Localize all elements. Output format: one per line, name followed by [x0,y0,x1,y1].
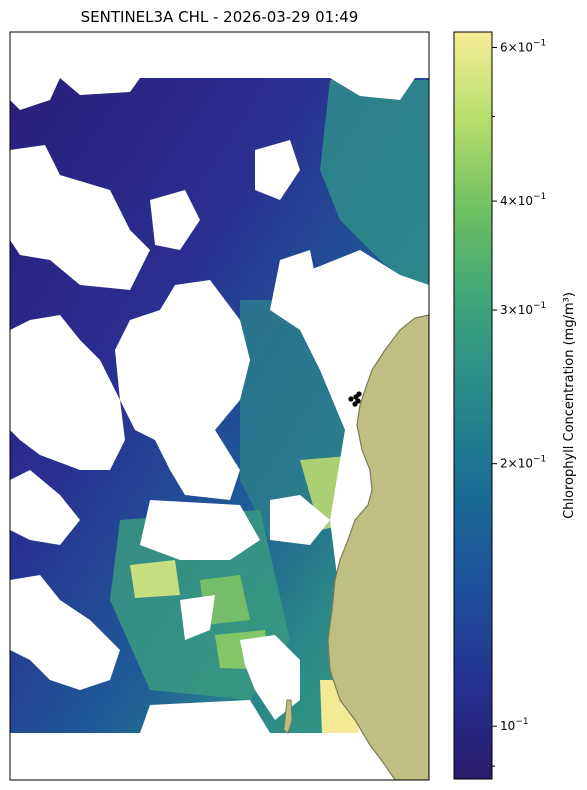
map-title: SENTINEL3A CHL - 2026-03-29 01:49 [80,8,359,26]
colorbar-tick-label: 3×10−1 [500,301,546,317]
colorbar-tick-label: 10−1 [500,717,529,733]
tick-exponent: −1 [533,455,546,465]
tick-mantissa: 10 [500,719,515,733]
colorbar-ticks: 10−12×10−13×10−14×10−16×10−1 [492,38,546,767]
island-land [283,699,293,734]
colorbar-label: Chlorophyll Concentration (mg/m³) [561,291,577,519]
map-frame [9,31,430,781]
tick-mantissa: 4×10 [500,194,533,208]
tick-exponent: −1 [533,192,546,202]
colorbar-tick-label: 4×10−1 [500,192,546,208]
coastal-plume [320,80,429,300]
tick-mantissa: 2×10 [500,457,533,471]
colorbar-tick-label: 6×10−1 [500,38,546,54]
tick-mantissa: 3×10 [500,303,533,317]
colorbar-tick-label: 2×10−1 [500,455,546,471]
coastline-land [327,314,429,780]
map-panel [10,32,429,780]
colorbar [453,31,493,780]
tick-exponent: −1 [515,717,528,727]
station-markers [348,391,362,407]
tick-exponent: −1 [533,38,546,48]
coastal-plume [130,560,180,598]
tick-mantissa: 6×10 [500,40,533,54]
tick-exponent: −1 [533,301,546,311]
